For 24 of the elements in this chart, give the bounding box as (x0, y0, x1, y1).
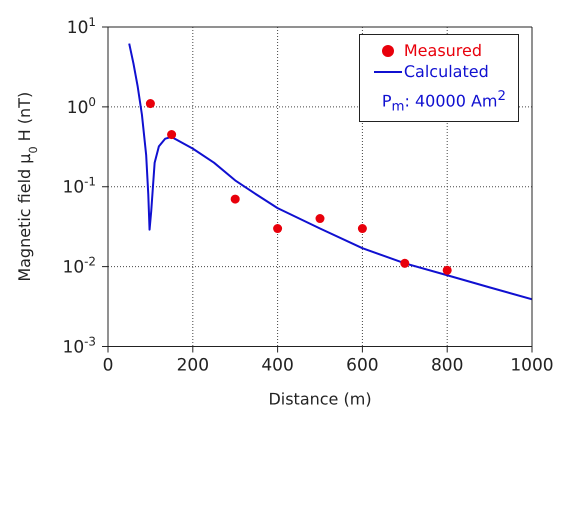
point (167, 130, 176, 140)
line-series (128, 42, 532, 300)
legend-label: Calculated (404, 62, 489, 81)
point (315, 214, 325, 224)
legend-label: Measured (404, 41, 482, 60)
x-tick-label: 800 (430, 355, 464, 376)
x-tick-label: 1000 (510, 355, 554, 376)
point (400, 258, 410, 268)
point (273, 224, 282, 234)
x-tick-label: 400 (261, 355, 294, 376)
point (230, 194, 240, 204)
y-tick-label: 10$^{0}$ (66, 94, 96, 118)
x-tick-label: 600 (346, 355, 379, 376)
x-axis-title: Distance (m) (268, 389, 372, 408)
y-tick-label: 10$^{1}$ (66, 15, 96, 38)
annotation: P$_{m}$: 40000 Am$^{2}$ (380, 89, 506, 115)
point (442, 266, 452, 275)
y-tick-label: 10$^{-1}$ (62, 174, 96, 198)
y-tick-label: 10$^{-2}$ (62, 254, 96, 278)
x-tick-label: 200 (176, 355, 210, 376)
x-tick-label: 0 (102, 355, 114, 376)
point (358, 224, 367, 234)
y-tick-label: 10$^{-3}$ (62, 334, 96, 358)
point (146, 99, 155, 108)
